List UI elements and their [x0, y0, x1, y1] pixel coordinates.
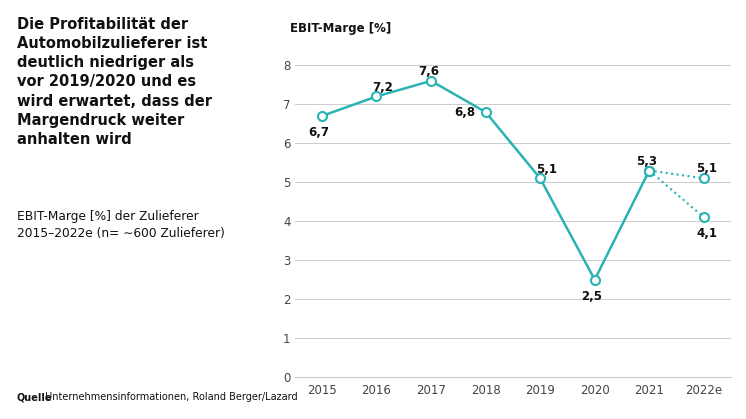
- Text: Die Profitabilität der
Automobilzulieferer ist
deutlich niedriger als
vor 2019/2: Die Profitabilität der Automobilzuliefer…: [16, 17, 212, 147]
- Text: 6,7: 6,7: [309, 126, 330, 139]
- Text: Quelle: Quelle: [16, 392, 52, 402]
- Text: 5,1: 5,1: [696, 163, 717, 176]
- Text: 5,1: 5,1: [536, 163, 557, 176]
- Text: 7,2: 7,2: [372, 81, 393, 94]
- Text: EBIT-Marge [%] der Zulieferer
2015–2022e (n= ∼600 Zulieferer): EBIT-Marge [%] der Zulieferer 2015–2022e…: [16, 210, 225, 240]
- Text: 2,5: 2,5: [581, 290, 603, 303]
- Text: 4,1: 4,1: [696, 227, 717, 240]
- Text: Unternehmensinformationen, Roland Berger/Lazard: Unternehmensinformationen, Roland Berger…: [42, 392, 298, 402]
- Text: 5,3: 5,3: [636, 155, 657, 168]
- Text: EBIT-Marge [%]: EBIT-Marge [%]: [290, 22, 392, 35]
- Text: 6,8: 6,8: [454, 106, 475, 119]
- Text: 7,6: 7,6: [418, 65, 439, 78]
